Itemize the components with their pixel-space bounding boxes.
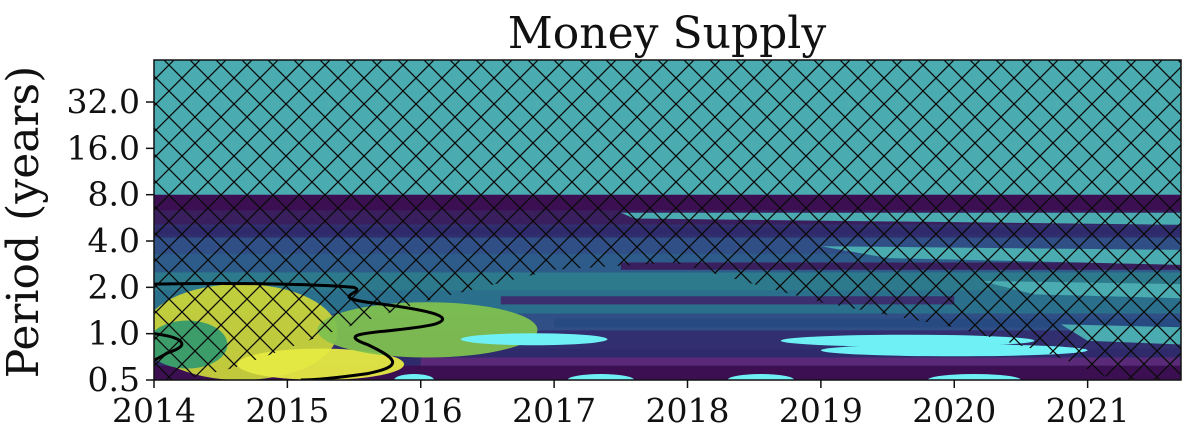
x-axis: 2014 2015 2016 2017 2018 2019 2020 2021	[112, 380, 1130, 430]
power-streak	[420, 357, 1181, 366]
cone-of-influence-hatch	[154, 60, 1181, 380]
minimum-power-streak	[727, 374, 795, 380]
x-tick-label: 2018	[646, 391, 730, 430]
x-tick-label: 2016	[379, 391, 463, 430]
minimum-power-streak	[927, 374, 1021, 380]
minimum-power-streak	[567, 374, 635, 380]
y-tick-label: 1.0	[88, 314, 140, 353]
power-streak	[554, 318, 1181, 328]
y-axis-label: Period (years)	[0, 66, 49, 379]
minimum-power-streak	[394, 374, 435, 380]
high-power-region	[237, 348, 405, 380]
plot-area	[154, 60, 1181, 380]
minimum-power-streak	[460, 333, 608, 346]
y-tick-label: 8.0	[88, 175, 140, 214]
minimum-power-streak	[820, 344, 1088, 357]
x-tick-label: 2021	[1046, 391, 1130, 430]
power-streak	[500, 296, 955, 305]
x-tick-label: 2015	[245, 391, 329, 430]
significance-contour	[154, 281, 444, 380]
x-tick-label: 2020	[912, 391, 996, 430]
x-tick-label: 2017	[512, 391, 596, 430]
minimum-power-streak	[780, 334, 1035, 347]
x-tick-label: 2019	[779, 391, 863, 430]
plot-frame	[153, 59, 1182, 381]
y-tick-label: 16.0	[67, 128, 140, 167]
y-tick-label: 32.0	[67, 82, 140, 121]
y-tick-label: 2.0	[88, 267, 140, 306]
y-axis: 0.5 1.0 2.0 4.0 8.0 16.0 32.0	[67, 82, 154, 399]
y-tick-label: 0.5	[88, 360, 140, 399]
significance-contour	[154, 332, 184, 362]
y-tick-label: 4.0	[88, 221, 140, 260]
x-tick-label: 2014	[112, 391, 196, 430]
chart-title: Money Supply	[508, 8, 827, 59]
